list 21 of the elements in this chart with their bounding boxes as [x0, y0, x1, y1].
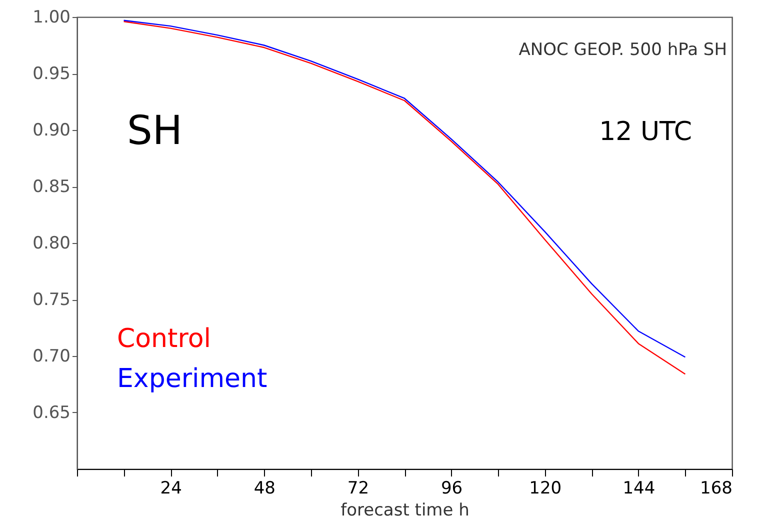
- annotation: SH: [127, 108, 182, 154]
- y-tick-label: 0.95: [32, 64, 70, 84]
- x-tick-label: 24: [160, 478, 182, 498]
- x-tick-label: 144: [622, 478, 656, 498]
- x-tick-label: 48: [254, 478, 276, 498]
- annotation: ANOC GEOP. 500 hPa SH: [518, 40, 727, 60]
- x-axis-title: forecast time h: [340, 500, 470, 520]
- x-tick-label: 168: [700, 478, 732, 498]
- y-tick-label: 0.90: [32, 120, 70, 140]
- y-tick-label: 0.75: [32, 290, 70, 310]
- y-tick-label: 0.85: [32, 177, 70, 197]
- annotation: 12 UTC: [599, 117, 692, 147]
- x-tick-label: 96: [440, 478, 463, 498]
- text: Control: [117, 324, 211, 354]
- y-tick-label: 0.70: [32, 346, 70, 366]
- x-tick-label: 72: [347, 478, 370, 498]
- y-tick-label: 0.65: [32, 403, 70, 423]
- y-tick-label: 0.80: [32, 234, 70, 254]
- text: Experiment: [117, 364, 268, 394]
- y-tick-label: 1.00: [32, 8, 70, 28]
- x-tick-label: 120: [529, 478, 562, 498]
